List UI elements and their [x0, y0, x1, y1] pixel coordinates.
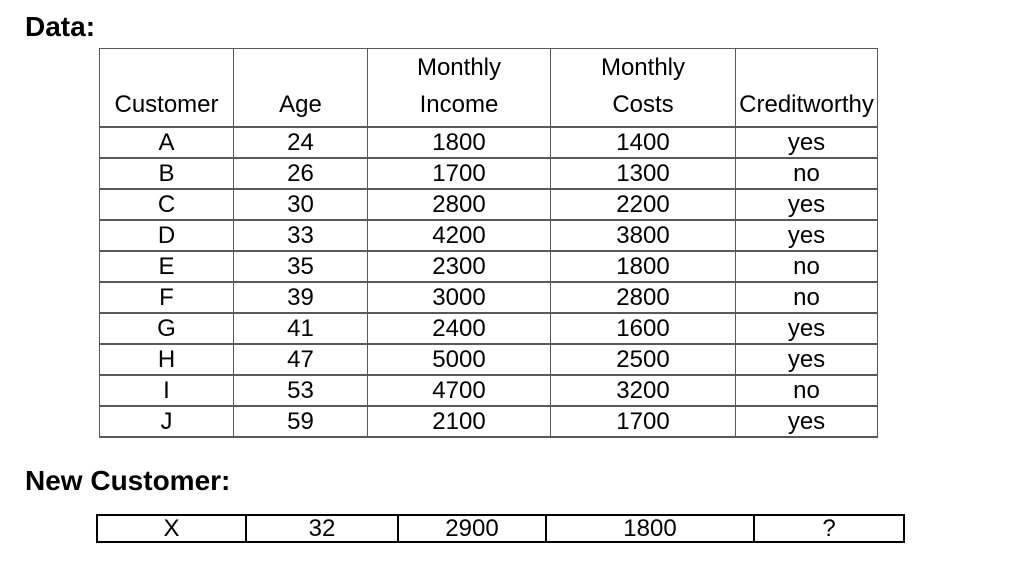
cell-monthly-costs: 3200	[550, 374, 736, 407]
cell-monthly-costs: 2200	[550, 188, 736, 221]
cell-customer: I	[99, 374, 234, 407]
header-line-bottom: Customer	[114, 91, 219, 118]
cell-age: 24	[233, 126, 368, 159]
cell-creditworthy: no	[735, 374, 878, 407]
cell-age: 35	[233, 250, 368, 283]
data-heading: Data:	[25, 11, 96, 42]
header-row: Customer Age Monthly Income Monthly Cost…	[99, 48, 878, 128]
table-row: F 39 3000 2800 no	[99, 281, 878, 314]
cell-customer: X	[96, 514, 247, 543]
cell-age: 30	[233, 188, 368, 221]
cell-age: 33	[233, 219, 368, 252]
cell-customer: J	[99, 405, 234, 438]
header-age: Age	[233, 48, 368, 128]
cell-monthly-costs: 2500	[550, 343, 736, 376]
cell-creditworthy: yes	[735, 343, 878, 376]
cell-monthly-income: 2100	[367, 405, 551, 438]
cell-creditworthy: yes	[735, 188, 878, 221]
cell-monthly-income: 3000	[367, 281, 551, 314]
table-row: G 41 2400 1600 yes	[99, 312, 878, 345]
new-customer-heading: New Customer:	[25, 465, 231, 496]
header-line-bottom: Costs	[612, 91, 674, 118]
cell-customer: E	[99, 250, 234, 283]
header-line-top: Monthly	[416, 54, 502, 81]
table-row: E 35 2300 1800 no	[99, 250, 878, 283]
header-customer: Customer	[99, 48, 234, 128]
cell-monthly-costs: 2800	[550, 281, 736, 314]
cell-monthly-income: 4200	[367, 219, 551, 252]
cell-customer: G	[99, 312, 234, 345]
cell-creditworthy: no	[735, 281, 878, 314]
customer-data-table: Customer Age Monthly Income Monthly Cost…	[99, 48, 878, 438]
cell-creditworthy: yes	[735, 219, 878, 252]
cell-monthly-income: 2900	[397, 514, 547, 543]
cell-age: 41	[233, 312, 368, 345]
table-row: A 24 1800 1400 yes	[99, 126, 878, 159]
table-row: C 30 2800 2200 yes	[99, 188, 878, 221]
cell-monthly-income: 4700	[367, 374, 551, 407]
cell-age: 32	[245, 514, 399, 543]
cell-monthly-costs: 1600	[550, 312, 736, 345]
new-customer-table: X 32 2900 1800 ?	[96, 514, 905, 543]
cell-monthly-income: 2800	[367, 188, 551, 221]
cell-monthly-income: 2300	[367, 250, 551, 283]
header-creditworthy: Creditworthy	[735, 48, 878, 128]
header-line-bottom: Age	[279, 91, 322, 118]
cell-monthly-costs: 1800	[545, 514, 755, 543]
table-row: B 26 1700 1300 no	[99, 157, 878, 190]
cell-creditworthy: yes	[735, 126, 878, 159]
cell-customer: B	[99, 157, 234, 190]
cell-customer: A	[99, 126, 234, 159]
cell-customer: F	[99, 281, 234, 314]
cell-customer: H	[99, 343, 234, 376]
cell-monthly-income: 5000	[367, 343, 551, 376]
cell-age: 53	[233, 374, 368, 407]
cell-age: 26	[233, 157, 368, 190]
header-line-bottom: Income	[419, 91, 499, 118]
cell-monthly-income: 1800	[367, 126, 551, 159]
cell-monthly-costs: 3800	[550, 219, 736, 252]
cell-age: 47	[233, 343, 368, 376]
table-row: H 47 5000 2500 yes	[99, 343, 878, 376]
cell-monthly-income: 2400	[367, 312, 551, 345]
cell-customer: C	[99, 188, 234, 221]
cell-creditworthy: no	[735, 157, 878, 190]
table-row: J 59 2100 1700 yes	[99, 405, 878, 438]
cell-age: 59	[233, 405, 368, 438]
cell-creditworthy: ?	[753, 514, 905, 543]
cell-monthly-costs: 1700	[550, 405, 736, 438]
cell-age: 39	[233, 281, 368, 314]
new-customer-row: X 32 2900 1800 ?	[96, 514, 905, 543]
cell-monthly-income: 1700	[367, 157, 551, 190]
cell-customer: D	[99, 219, 234, 252]
header-monthly-costs: Monthly Costs	[550, 48, 736, 128]
table-row: D 33 4200 3800 yes	[99, 219, 878, 252]
cell-monthly-costs: 1800	[550, 250, 736, 283]
cell-monthly-costs: 1400	[550, 126, 736, 159]
header-monthly-income: Monthly Income	[367, 48, 551, 128]
cell-creditworthy: no	[735, 250, 878, 283]
header-line-top: Monthly	[600, 54, 686, 81]
cell-creditworthy: yes	[735, 405, 878, 438]
cell-monthly-costs: 1300	[550, 157, 736, 190]
cell-creditworthy: yes	[735, 312, 878, 345]
header-line-bottom: Creditworthy	[739, 91, 874, 118]
table-row: I 53 4700 3200 no	[99, 374, 878, 407]
